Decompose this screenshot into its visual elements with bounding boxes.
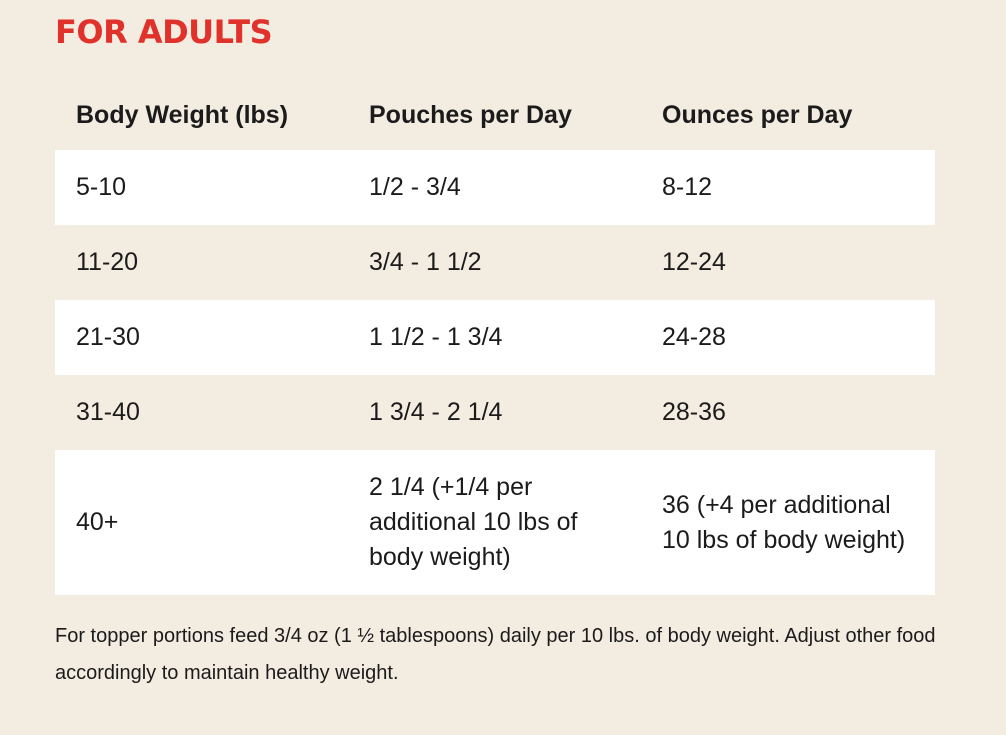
cell-body-weight: 21-30 — [76, 323, 140, 351]
cell-body-weight: 31-40 — [76, 398, 140, 426]
section-heading: FOR ADULTS — [55, 13, 273, 51]
table-row: 40+ 2 1/4 (+1/4 per additional 10 lbs of… — [55, 450, 935, 595]
feeding-table: Body Weight (lbs) Pouches per Day Ounces… — [55, 78, 935, 595]
column-header-body-weight: Body Weight (lbs) — [76, 100, 289, 129]
cell-body-weight: 40+ — [76, 508, 119, 536]
table-row: 31-40 1 3/4 - 2 1/4 28-36 — [55, 375, 935, 450]
cell-ounces: 36 (+4 per additional 10 lbs of body wei… — [662, 490, 906, 554]
table-row: 11-20 3/4 - 1 1/2 12-24 — [55, 225, 935, 300]
cell-body-weight: 5-10 — [76, 173, 127, 201]
cell-pouches: 1 3/4 - 2 1/4 — [369, 398, 503, 426]
cell-ounces: 28-36 — [662, 398, 726, 426]
cell-pouches: 1 1/2 - 1 3/4 — [369, 323, 503, 351]
cell-pouches: 2 1/4 (+1/4 per additional 10 lbs of bod… — [369, 473, 578, 571]
cell-ounces: 8-12 — [662, 173, 713, 201]
cell-body-weight: 11-20 — [76, 248, 139, 276]
table-row: 5-10 1/2 - 3/4 8-12 — [55, 150, 935, 225]
table-header-row: Body Weight (lbs) Pouches per Day Ounces… — [55, 78, 935, 150]
footnote-text: For topper portions feed 3/4 oz (1 ½ tab… — [55, 625, 936, 684]
cell-pouches: 1/2 - 3/4 — [369, 173, 461, 201]
column-header-pouches: Pouches per Day — [369, 100, 572, 129]
cell-ounces: 12-24 — [662, 248, 726, 276]
cell-ounces: 24-28 — [662, 323, 726, 351]
cell-pouches: 3/4 - 1 1/2 — [369, 248, 482, 276]
column-header-ounces: Ounces per Day — [662, 100, 853, 129]
table-row: 21-30 1 1/2 - 1 3/4 24-28 — [55, 300, 935, 375]
